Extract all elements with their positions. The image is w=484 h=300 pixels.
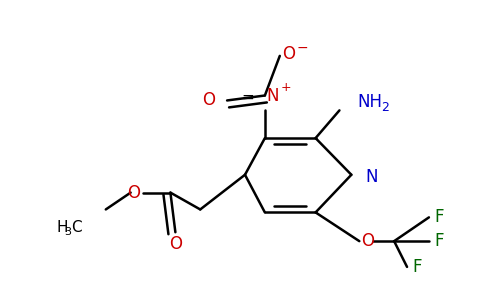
Text: =: =	[242, 90, 254, 105]
Text: O: O	[169, 235, 182, 253]
Text: F: F	[412, 258, 422, 276]
Text: 2: 2	[381, 101, 389, 114]
Text: C: C	[71, 220, 82, 235]
Text: N: N	[267, 86, 279, 104]
Text: −: −	[297, 41, 308, 55]
Text: 3: 3	[64, 227, 71, 237]
Text: O: O	[128, 184, 140, 202]
Text: N: N	[365, 168, 378, 186]
Text: O: O	[202, 92, 215, 110]
Text: H: H	[56, 220, 68, 235]
Text: O: O	[362, 232, 374, 250]
Text: F: F	[434, 232, 443, 250]
Text: NH: NH	[357, 93, 382, 111]
Text: +: +	[281, 81, 291, 94]
Text: F: F	[434, 208, 443, 226]
Text: O: O	[282, 45, 295, 63]
